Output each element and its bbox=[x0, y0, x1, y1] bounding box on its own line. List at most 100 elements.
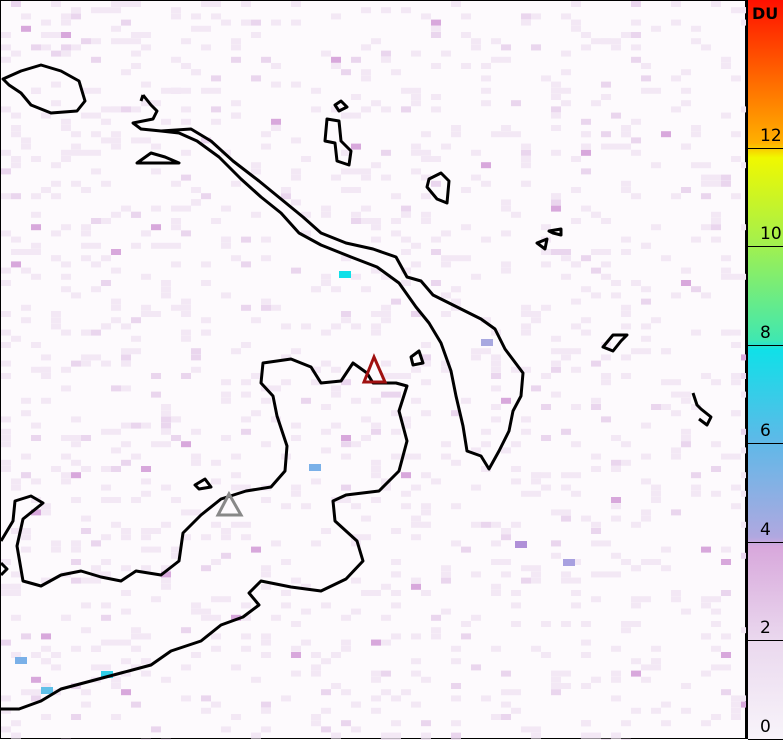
so2-pixel bbox=[211, 118, 221, 125]
so2-pixel bbox=[231, 348, 241, 355]
so2-pixel bbox=[221, 391, 231, 398]
so2-pixel bbox=[321, 280, 331, 286]
so2-pixel bbox=[1, 441, 11, 448]
so2-pixel bbox=[511, 602, 521, 609]
so2-pixel bbox=[391, 732, 401, 739]
so2-pixel bbox=[691, 490, 701, 497]
so2-pixel bbox=[541, 404, 551, 410]
so2-pixel bbox=[601, 38, 611, 45]
so2-pixel bbox=[221, 19, 231, 26]
so2-pixel bbox=[421, 410, 431, 417]
so2-pixel bbox=[531, 565, 541, 572]
so2-pixel bbox=[451, 645, 461, 652]
so2-pixel bbox=[1, 435, 11, 441]
so2-pixel bbox=[631, 44, 641, 51]
so2-pixel bbox=[81, 360, 91, 367]
so2-pixel bbox=[501, 261, 511, 268]
so2-pixel bbox=[701, 180, 711, 187]
so2-pixel bbox=[671, 106, 681, 113]
so2-pixel bbox=[91, 577, 101, 584]
so2-pixel bbox=[701, 596, 711, 603]
so2-pixel bbox=[121, 639, 131, 646]
so2-pixel bbox=[81, 112, 91, 119]
so2-pixel bbox=[201, 25, 211, 32]
so2-pixel bbox=[601, 261, 611, 268]
so2-pixel bbox=[341, 69, 351, 76]
so2-pixel bbox=[361, 174, 371, 181]
so2-pixel bbox=[81, 224, 91, 231]
so2-pixel bbox=[521, 156, 531, 162]
so2-pixel bbox=[51, 193, 61, 200]
so2-pixel bbox=[571, 366, 581, 373]
so2-pixel bbox=[221, 205, 231, 212]
so2-pixel bbox=[171, 7, 181, 14]
so2-pixel bbox=[581, 720, 591, 727]
so2-pixel bbox=[541, 261, 551, 268]
so2-pixel bbox=[211, 459, 221, 466]
so2-pixel bbox=[511, 100, 521, 107]
so2-pixel bbox=[611, 292, 621, 299]
so2-pixel bbox=[411, 143, 421, 150]
so2-pixel bbox=[201, 193, 211, 200]
so2-pixel bbox=[381, 304, 391, 311]
so2-pixel bbox=[591, 732, 601, 739]
so2-pixel bbox=[491, 385, 501, 392]
so2-pixel bbox=[101, 137, 111, 144]
so2-pixel bbox=[1, 106, 11, 113]
colorbar-unit: DU bbox=[752, 4, 779, 23]
so2-pixel bbox=[311, 720, 321, 727]
so2-pixel bbox=[91, 540, 101, 547]
so2-pixel bbox=[101, 534, 111, 541]
so2-pixel bbox=[431, 180, 441, 187]
so2-pixel bbox=[131, 317, 141, 324]
so2-pixel bbox=[591, 676, 601, 683]
so2-pixel bbox=[601, 94, 611, 100]
so2-pixel bbox=[121, 422, 131, 429]
so2-pixel bbox=[121, 1, 131, 7]
so2-pixel bbox=[111, 137, 121, 144]
so2-pixel bbox=[551, 199, 561, 206]
so2-pixel bbox=[571, 559, 581, 565]
so2-pixel bbox=[641, 298, 651, 305]
so2-pixel bbox=[111, 428, 121, 435]
so2-pixel bbox=[161, 118, 171, 125]
so2-pixel bbox=[51, 652, 61, 658]
so2-pixel bbox=[501, 559, 511, 565]
so2-pixel bbox=[121, 528, 131, 534]
so2-pixel bbox=[101, 218, 111, 224]
so2-pixel bbox=[341, 187, 351, 193]
so2-pixel bbox=[181, 509, 191, 516]
so2-pixel bbox=[111, 106, 121, 113]
so2-pixel bbox=[211, 701, 221, 708]
so2-pixel bbox=[631, 56, 641, 63]
so2-pixel bbox=[91, 56, 101, 63]
so2-pixel bbox=[521, 13, 531, 20]
so2-pixel bbox=[41, 112, 51, 119]
so2-pixel bbox=[111, 298, 121, 305]
so2-pixel bbox=[361, 218, 371, 224]
so2-pixel bbox=[1, 590, 11, 596]
so2-pixel bbox=[211, 633, 221, 640]
so2-pixel bbox=[201, 534, 211, 541]
so2-pixel bbox=[561, 577, 571, 584]
so2-pixel bbox=[111, 7, 121, 14]
so2-pixel bbox=[41, 354, 51, 361]
so2-pixel bbox=[121, 689, 131, 696]
so2-pixel bbox=[671, 379, 681, 386]
so2-pixel bbox=[281, 590, 291, 596]
so2-pixel bbox=[511, 521, 521, 528]
so2-pixel bbox=[591, 38, 601, 45]
so2-pixel bbox=[481, 87, 491, 94]
so2-pixel bbox=[521, 149, 531, 156]
so2-pixel bbox=[611, 515, 621, 522]
so2-pixel bbox=[51, 311, 61, 317]
so2-pixel bbox=[481, 236, 491, 243]
so2-pixel bbox=[101, 280, 111, 286]
so2-pixel bbox=[41, 503, 51, 510]
so2-pixel bbox=[631, 19, 641, 26]
so2-pixel bbox=[1, 44, 11, 51]
so2-pixel bbox=[551, 205, 561, 212]
so2-pixel bbox=[71, 546, 81, 553]
so2-pixel bbox=[11, 193, 21, 200]
so2-pixel bbox=[181, 534, 191, 541]
